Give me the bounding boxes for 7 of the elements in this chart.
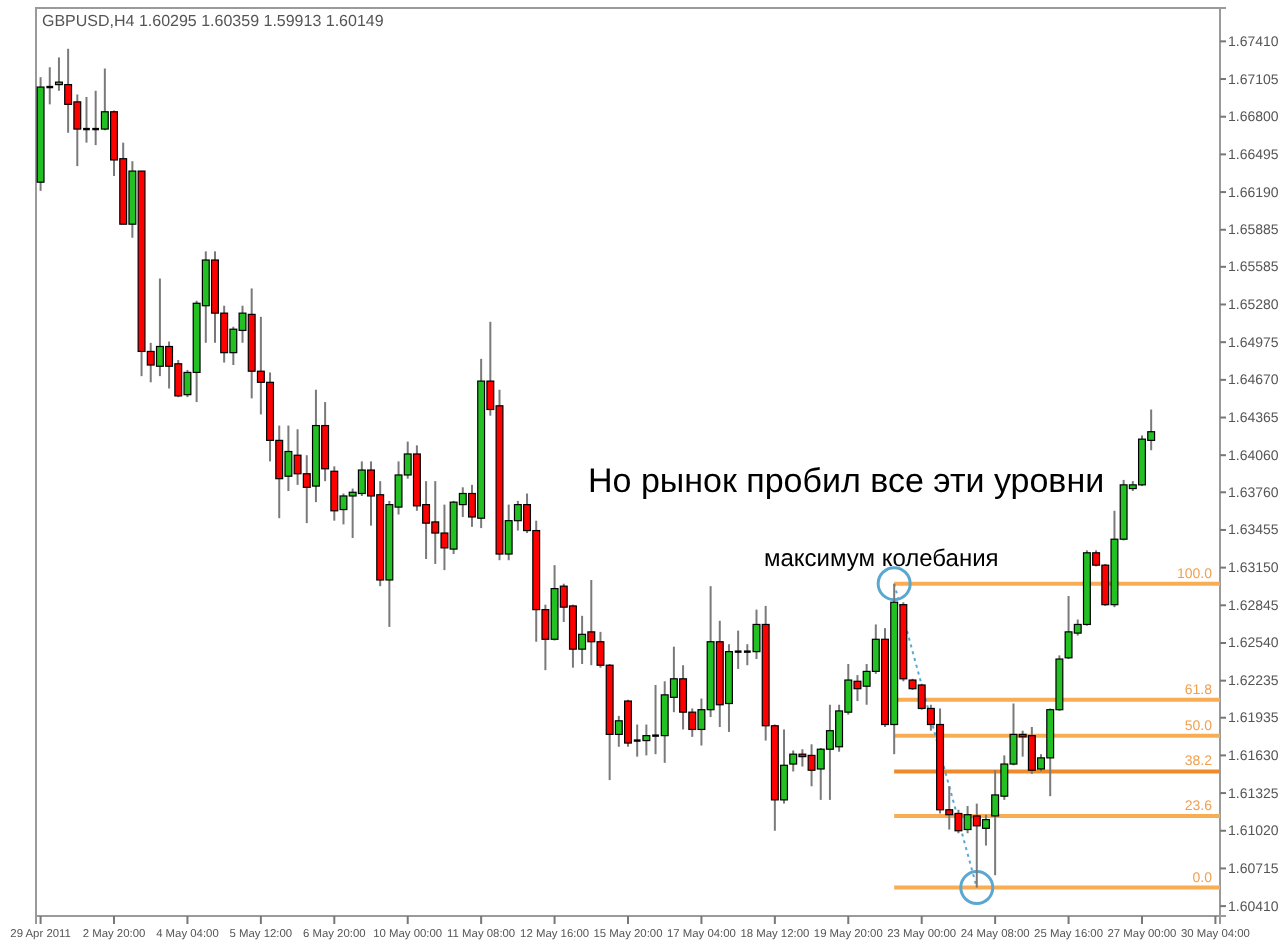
- chart-title: GBPUSD,H4 1.60295 1.60359 1.59913 1.60149: [42, 12, 385, 30]
- candlestick: [642, 723, 651, 757]
- annotation: максимум колебания: [764, 544, 999, 572]
- candlestick: [789, 749, 798, 773]
- candlestick: [991, 769, 1000, 877]
- annotation: Но рынок пробил все эти уровни: [588, 462, 1105, 500]
- candlestick: [981, 813, 990, 847]
